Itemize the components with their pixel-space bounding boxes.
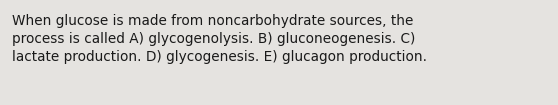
Text: process is called A) glycogenolysis. B) gluconeogenesis. C): process is called A) glycogenolysis. B) …: [12, 32, 415, 46]
Text: lactate production. D) glycogenesis. E) glucagon production.: lactate production. D) glycogenesis. E) …: [12, 50, 427, 64]
Text: When glucose is made from noncarbohydrate sources, the: When glucose is made from noncarbohydrat…: [12, 14, 413, 28]
